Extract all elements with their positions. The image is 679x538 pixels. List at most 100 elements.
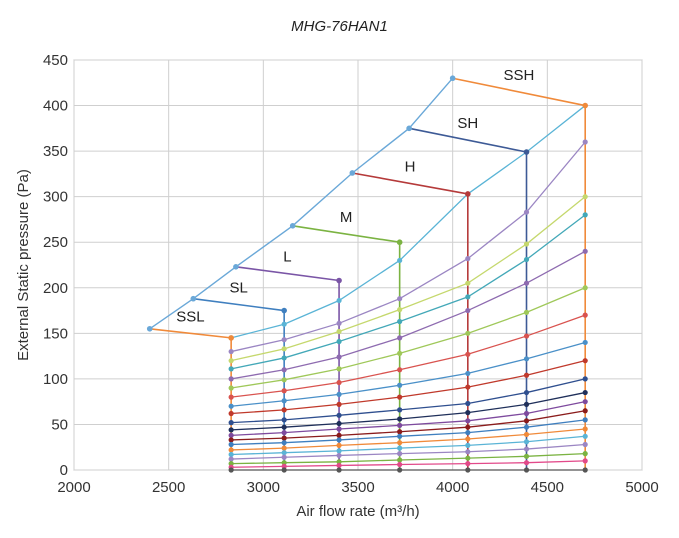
curve-point — [281, 435, 287, 441]
curve-point — [281, 398, 287, 404]
curve-point — [523, 372, 530, 378]
y-tick-label: 150 — [43, 325, 68, 342]
curve-point — [336, 379, 342, 386]
resistance-curve — [230, 105, 586, 339]
curve-point — [336, 420, 342, 427]
curve-point — [228, 385, 234, 391]
curve-point — [465, 449, 471, 455]
speed-label: M — [340, 209, 353, 226]
speed-line — [292, 225, 400, 244]
curve-point — [523, 356, 530, 362]
curve-point — [523, 453, 530, 459]
x-tick-label: 2500 — [152, 479, 185, 496]
curve-point — [281, 407, 287, 413]
curve-point — [397, 350, 403, 356]
curve-point — [465, 256, 471, 262]
chart-title: MHG-76HAN1 — [291, 18, 388, 35]
curve-point — [523, 431, 530, 438]
curve-point — [582, 458, 588, 464]
curve-point — [228, 437, 234, 443]
curve-point — [523, 460, 530, 466]
speed-label: L — [283, 249, 291, 266]
curve-point — [582, 451, 588, 457]
y-tick-label: 0 — [60, 462, 68, 479]
curve-point — [336, 452, 342, 459]
grid — [73, 59, 643, 471]
curve-point — [465, 461, 471, 467]
curve-point — [465, 442, 471, 448]
curve-point — [336, 338, 342, 345]
speed-end-point — [228, 335, 234, 341]
curve-point — [582, 285, 588, 291]
curve-point — [582, 467, 588, 473]
curve-point — [281, 454, 287, 460]
data-points — [146, 75, 588, 473]
y-tick-label: 400 — [43, 98, 68, 115]
curve-point — [281, 377, 287, 383]
speed-label: SL — [230, 280, 248, 297]
curve-point — [336, 467, 342, 473]
curve-point — [523, 209, 530, 215]
curve-point — [465, 384, 471, 390]
curve-point — [397, 318, 403, 325]
curve-point — [397, 335, 403, 341]
speed-end-point — [465, 191, 471, 197]
speed-line — [452, 77, 586, 107]
curve-point — [582, 389, 588, 396]
curve-point — [523, 241, 530, 247]
curve-point — [582, 399, 588, 405]
envelope-line — [149, 77, 454, 330]
envelope-point — [406, 125, 412, 132]
curve-point — [228, 420, 234, 426]
envelope-point — [146, 325, 153, 332]
curve-point — [336, 391, 342, 397]
curve-point — [582, 426, 588, 432]
speed-label: SH — [457, 115, 478, 132]
curve-point — [582, 441, 588, 448]
curve-point — [523, 256, 530, 263]
curve-point — [397, 451, 403, 457]
curve-point — [465, 351, 471, 357]
curve-point — [228, 376, 234, 382]
x-tick-label: 5000 — [625, 479, 658, 496]
speed-line — [235, 266, 340, 282]
envelope-point — [289, 223, 296, 229]
curve-point — [336, 401, 342, 407]
x-tick-label: 4000 — [436, 479, 469, 496]
curve-point — [582, 376, 588, 382]
speed-end-point — [523, 149, 530, 155]
curve-point — [523, 467, 530, 473]
speed-line — [149, 327, 232, 339]
curve-point — [228, 441, 234, 448]
tick-labels: 2000 2500 3000 3500 4000 4500 5000 0 50 100 150 200… — [43, 52, 659, 496]
y-tick-label: 350 — [43, 143, 68, 160]
x-tick-label: 3500 — [341, 479, 374, 496]
curve-point — [397, 422, 403, 428]
curve-point — [281, 346, 287, 352]
curve-point — [336, 328, 342, 335]
curve-point — [397, 257, 403, 264]
y-tick-label: 250 — [43, 234, 68, 251]
curve-point — [281, 388, 287, 394]
speed-labels: SSL SL L M H SH SSH — [176, 67, 534, 325]
speed-label: SSL — [176, 308, 204, 325]
curve-point — [228, 410, 234, 417]
upper-envelope — [149, 77, 454, 330]
curve-point — [228, 358, 234, 364]
y-axis-label: External Static pressure (Pa) — [15, 169, 32, 361]
y-tick-label: 100 — [43, 371, 68, 388]
curve-point — [465, 410, 471, 416]
speed-end-point — [336, 277, 342, 284]
curve-point — [281, 460, 287, 466]
curve-point — [336, 459, 342, 465]
curve-point — [523, 309, 530, 315]
curve-point — [582, 417, 588, 423]
curve-point — [397, 467, 403, 473]
curve-point — [228, 451, 234, 458]
curve-point — [397, 367, 403, 373]
curve-point — [281, 440, 287, 446]
curve-point — [228, 447, 234, 453]
curve-point — [336, 320, 342, 326]
speed-end-point — [281, 307, 287, 314]
speed-line — [408, 127, 527, 153]
